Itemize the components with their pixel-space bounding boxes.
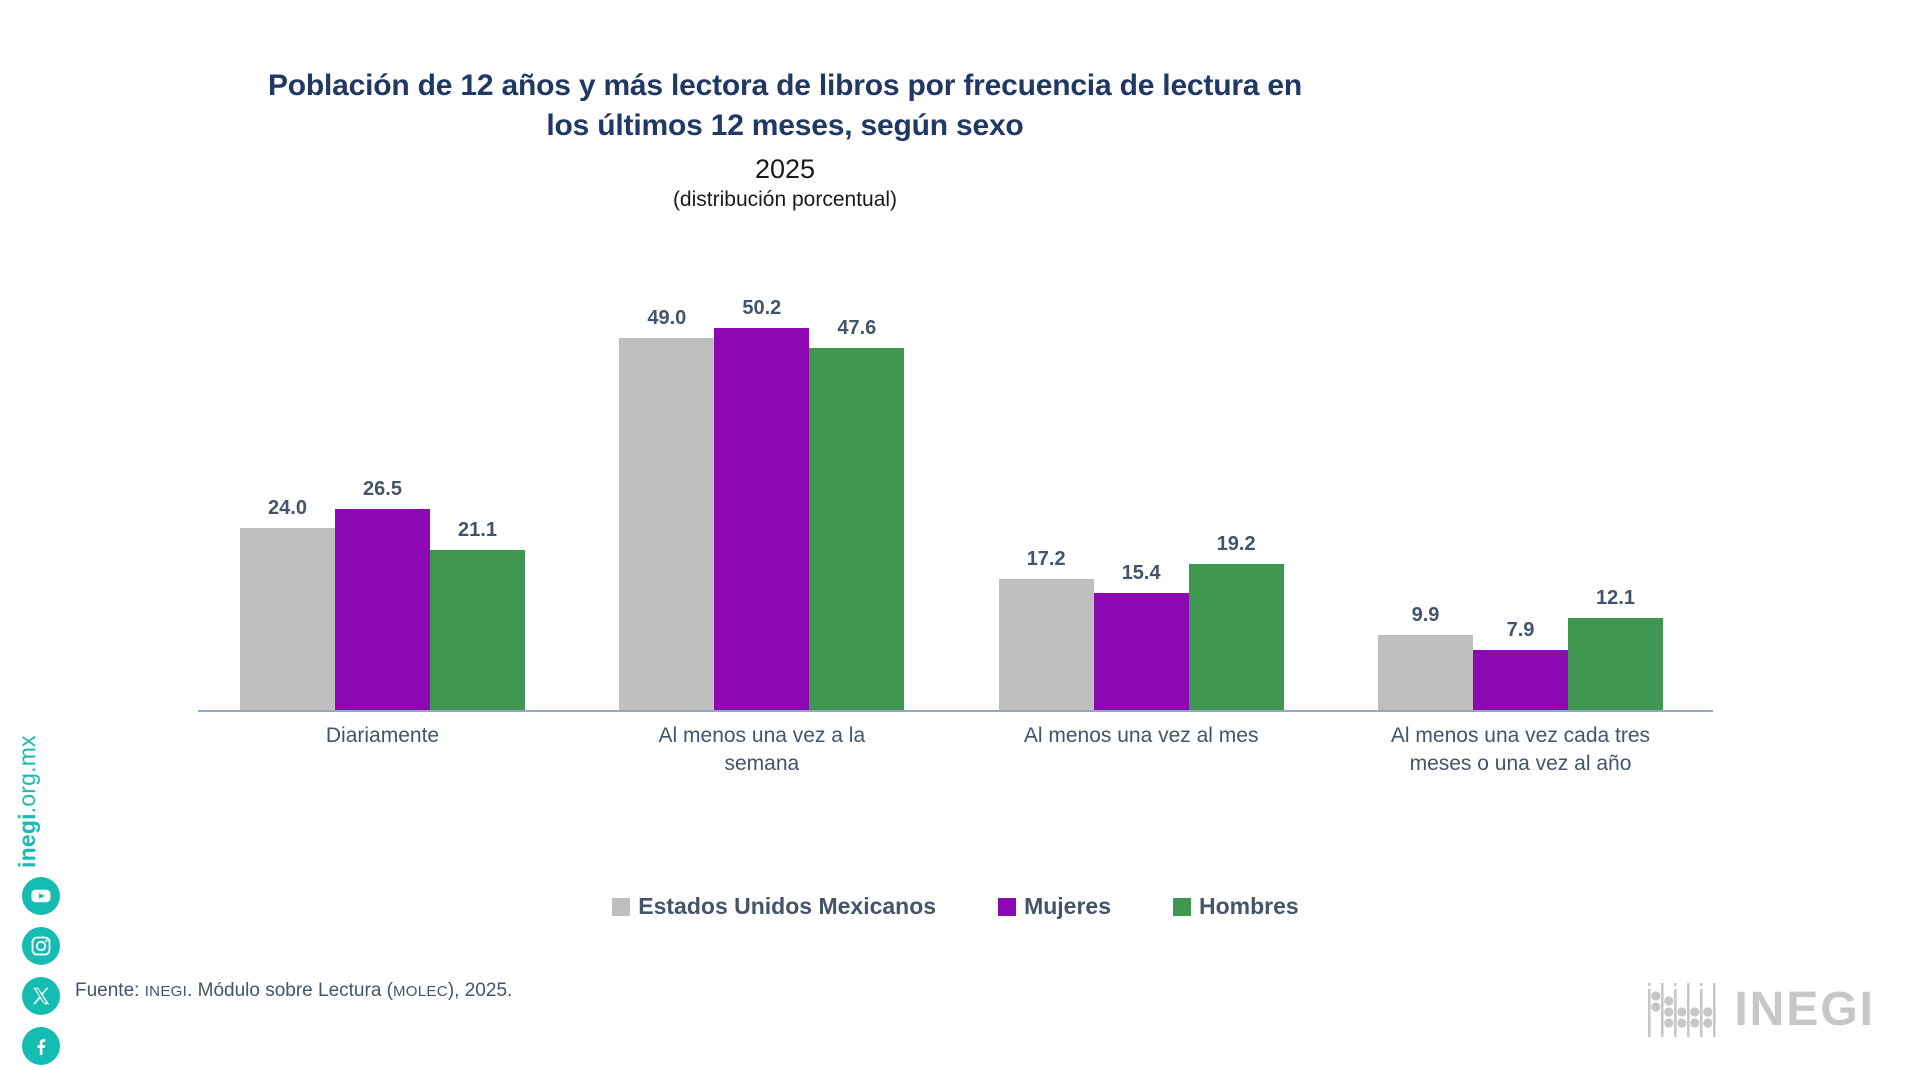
source-molec: MOLEC <box>393 983 448 1000</box>
source-prefix: Fuente: <box>75 980 145 1001</box>
bar: 49.0 <box>619 307 715 710</box>
x-axis-labels: Diariamente Al menos una vez a la semana A… <box>198 722 1713 777</box>
inegi-logo-text: INEGI <box>1734 983 1875 1036</box>
website-bold: inegi <box>14 813 40 868</box>
legend-label: Mujeres <box>1024 893 1112 919</box>
category-label: Diariamente <box>325 724 440 747</box>
bar-value-label: 47.6 <box>837 317 877 340</box>
instagram-icon[interactable] <box>22 927 60 965</box>
bar: 17.2 <box>998 548 1094 710</box>
source-suffix: ), 2025. <box>447 980 513 1001</box>
x-icon[interactable] <box>22 977 60 1015</box>
bar-value-label: 24.0 <box>268 496 307 519</box>
chart-title: Población de 12 años y más lectora de li… <box>267 69 1303 142</box>
youtube-icon[interactable] <box>22 877 60 915</box>
legend-label: Estados Unidos Mexicanos <box>638 893 937 919</box>
bar: 12.1 <box>1567 587 1663 710</box>
bar-value-label: 15.4 <box>1121 561 1161 584</box>
source-note: Fuente: INEGI. Módulo sobre Lectura (MOL… <box>75 980 512 1002</box>
inegi-logo: INEGI <box>1647 983 1875 1037</box>
legend-swatch <box>998 897 1017 916</box>
inegi-abacus-icon <box>1648 983 1716 1037</box>
chart-legend: Estados Unidos Mexicanos Mujeres Hombres <box>198 893 1713 920</box>
legend-item: Mujeres <box>998 893 1111 920</box>
source-mid: . Módulo sobre Lectura ( <box>187 980 394 1001</box>
category-label: Al menos una vez a la semana <box>658 724 866 775</box>
bar: 50.2 <box>714 297 810 710</box>
bar: 19.2 <box>1188 533 1284 710</box>
bar-value-label: 12.1 <box>1596 587 1635 610</box>
category-label: Al menos una vez al mes <box>1023 724 1259 747</box>
bar-group: 49.0 50.2 47.6 <box>619 297 905 710</box>
legend-swatch <box>612 897 631 916</box>
website-link[interactable]: inegi.org.mx <box>14 708 41 868</box>
bar: 21.1 <box>430 519 525 710</box>
plot-area: 24.0 26.5 21.1 49.0 50.2 47.6 17.2 15.4 19.2 9.9 7… <box>198 252 1713 712</box>
bar-group: 24.0 26.5 21.1 <box>240 478 525 710</box>
bar: 9.9 <box>1377 604 1473 710</box>
bar-value-label: 21.1 <box>458 518 497 541</box>
chart-header: Población de 12 años y más lectora de li… <box>150 66 1420 212</box>
bar-value-label: 7.9 <box>1506 618 1535 641</box>
bar-group: 9.9 7.9 12.1 <box>1377 587 1663 710</box>
chart-year: 2025 <box>754 154 816 185</box>
bar-value-label: 50.2 <box>742 297 782 320</box>
social-icons <box>22 877 60 1065</box>
legend-label: Hombres <box>1199 893 1299 919</box>
legend-swatch <box>1173 897 1192 916</box>
bar-value-label: 9.9 <box>1411 603 1440 626</box>
bar-group: 17.2 15.4 19.2 <box>998 533 1284 710</box>
bar: 24.0 <box>240 497 335 710</box>
bar-value-label: 49.0 <box>647 306 687 329</box>
legend-item: Hombres <box>1173 893 1299 920</box>
bar-value-label: 19.2 <box>1216 533 1256 556</box>
bar-value-label: 17.2 <box>1026 548 1066 571</box>
source-inegi: INEGI <box>144 983 188 1000</box>
bar: 15.4 <box>1093 562 1189 710</box>
chart-subtitle: (distribución porcentual) <box>672 188 898 212</box>
category-label: Al menos una vez cada tres meses o una v… <box>1390 724 1651 775</box>
facebook-icon[interactable] <box>22 1027 60 1065</box>
bar: 47.6 <box>809 317 905 710</box>
bar: 7.9 <box>1472 619 1568 710</box>
bar-value-label: 26.5 <box>363 477 402 500</box>
bar: 26.5 <box>335 478 430 710</box>
legend-item: Estados Unidos Mexicanos <box>612 893 936 920</box>
website-rest: .org.mx <box>14 735 40 814</box>
